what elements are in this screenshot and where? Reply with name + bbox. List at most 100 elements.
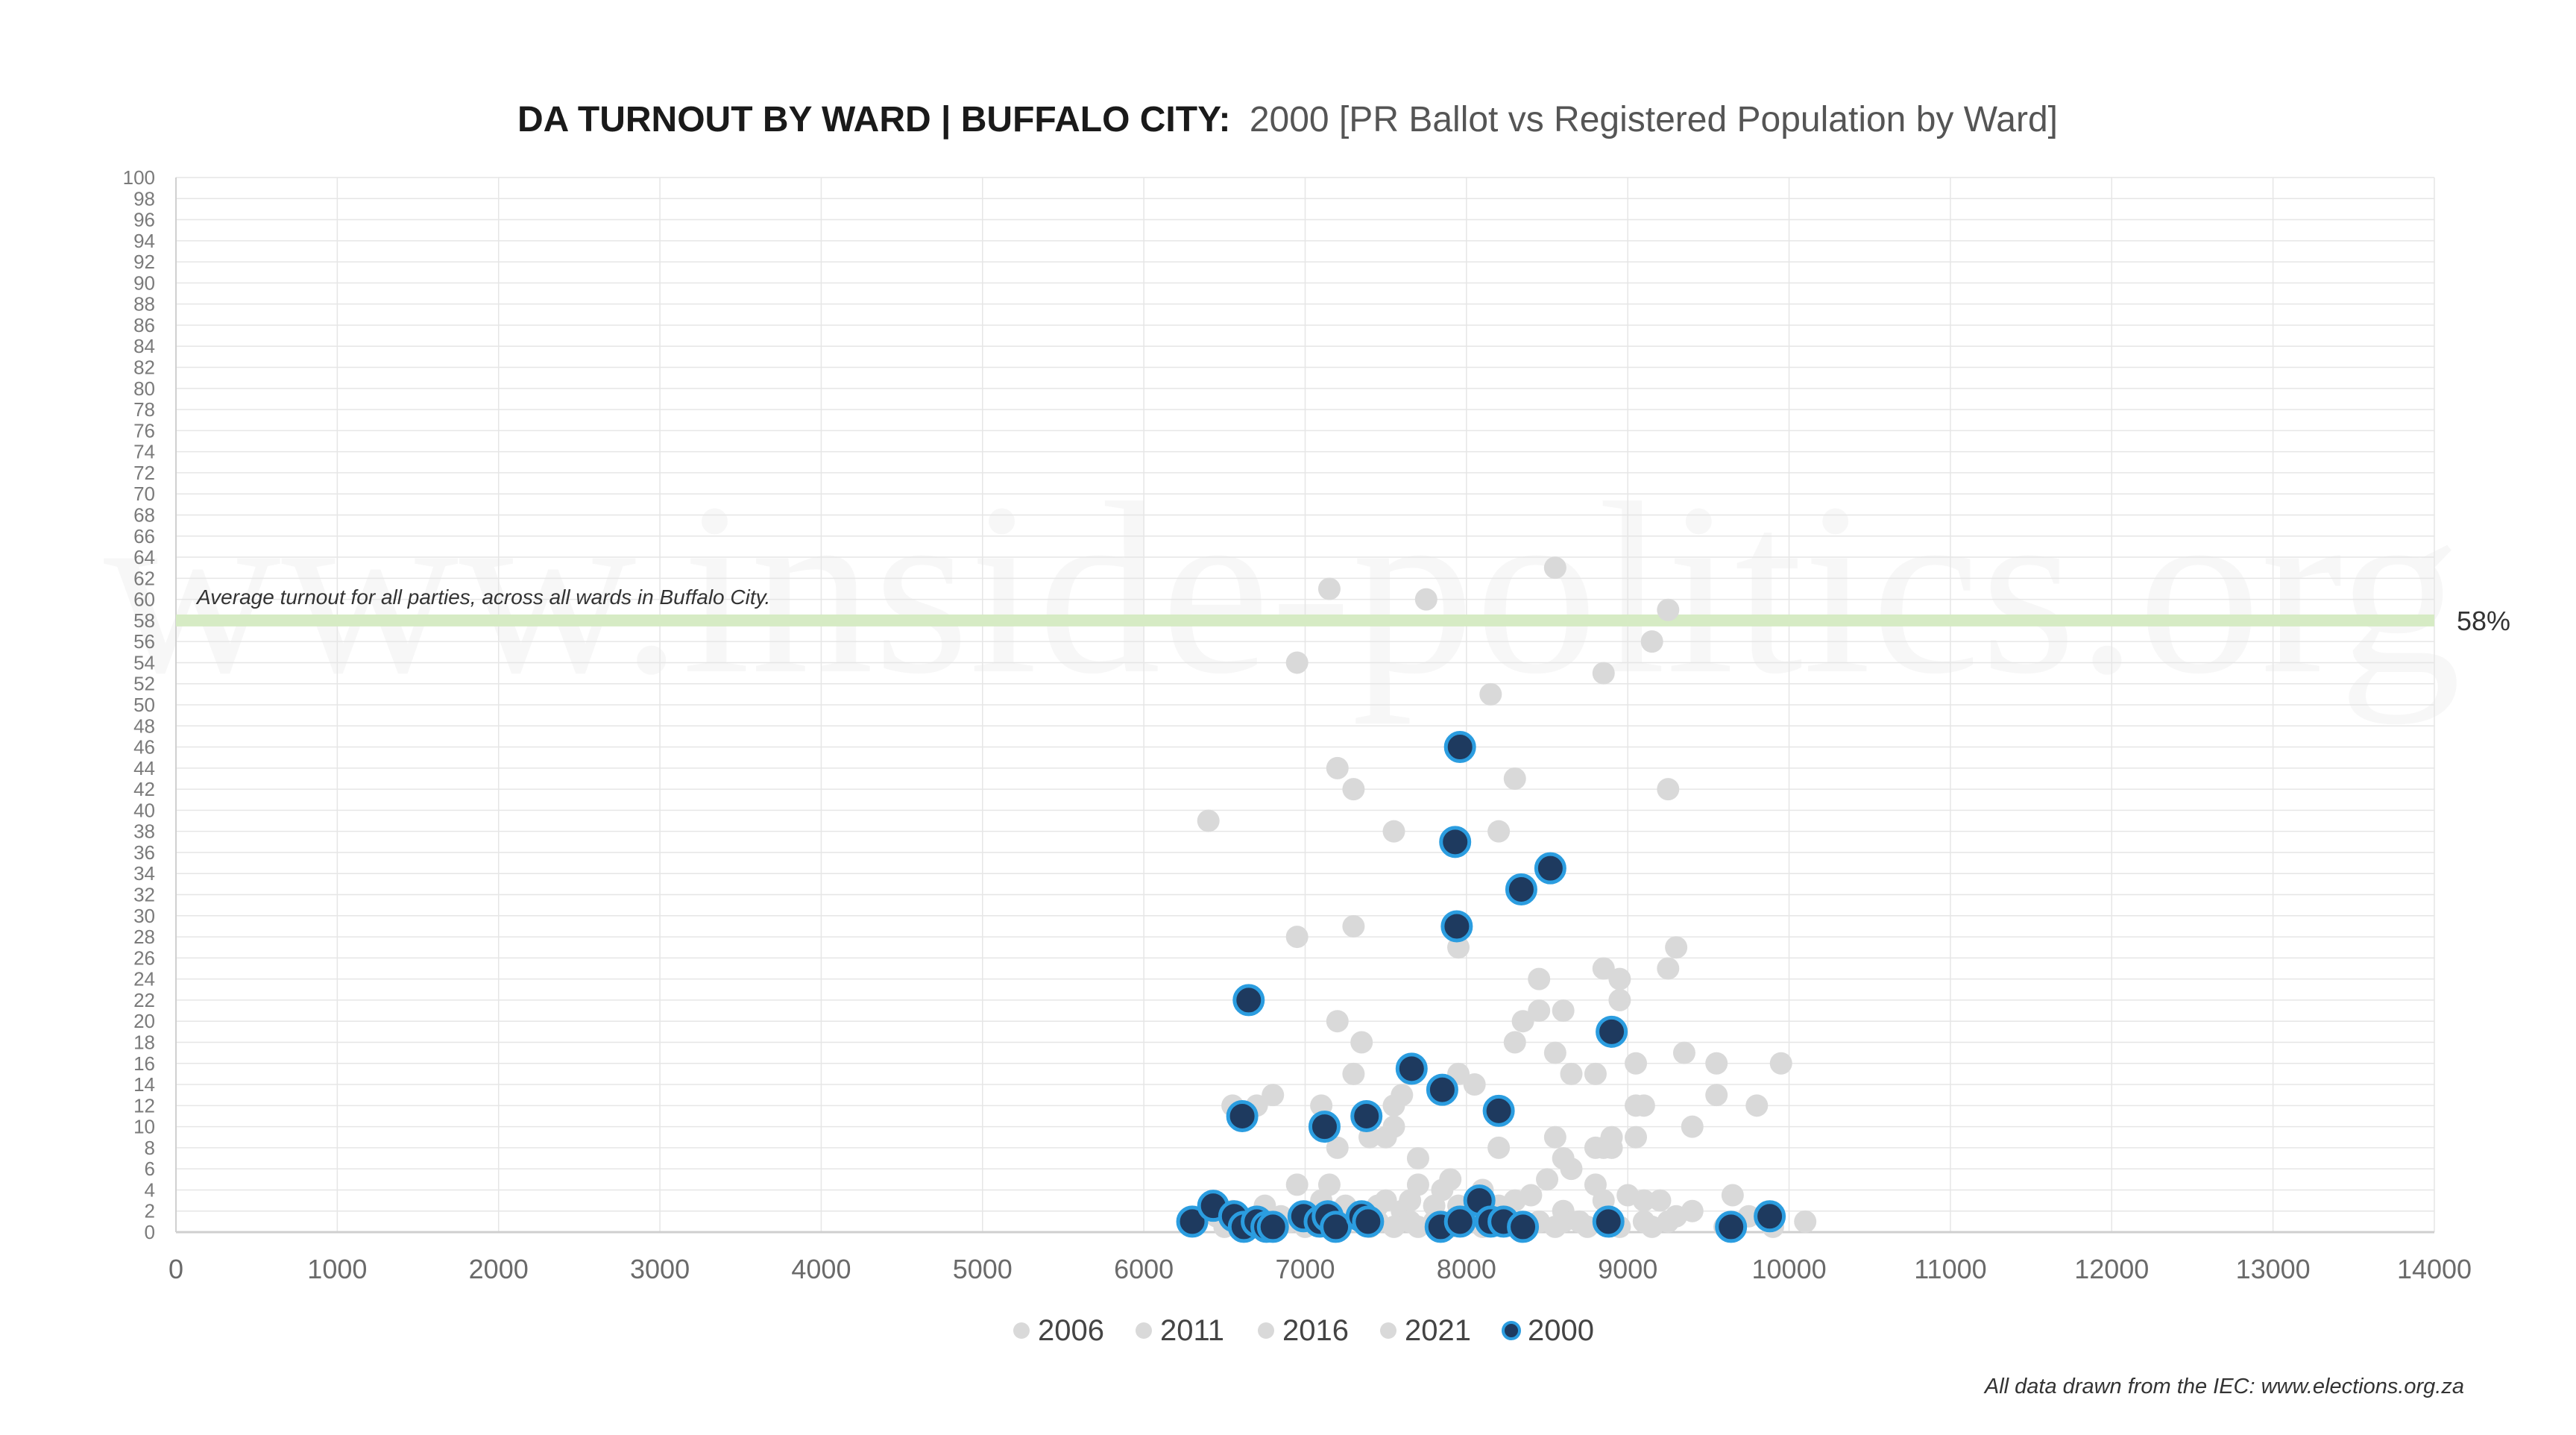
data-point-2011 (1382, 1094, 1405, 1117)
y-tick-label: 36 (133, 841, 155, 864)
data-point-2006 (1543, 556, 1566, 580)
y-tick-label: 58 (133, 609, 155, 632)
legend-label-2021: 2021 (1405, 1314, 1471, 1347)
legend-marker-2016 (1258, 1322, 1274, 1339)
data-point-2006 (1342, 914, 1365, 938)
y-tick-label: 40 (133, 799, 155, 821)
y-tick-label: 90 (133, 271, 155, 294)
y-tick-label: 42 (133, 778, 155, 800)
legend-item-2016: 2016 (1258, 1314, 1349, 1347)
y-tick-label: 84 (133, 335, 155, 357)
y-tick-label: 10 (133, 1116, 155, 1138)
data-point-2011 (1342, 1062, 1365, 1085)
x-tick-label: 13000 (2236, 1254, 2311, 1284)
data-point-2000 (1505, 873, 1537, 905)
y-tick-label: 22 (133, 989, 155, 1011)
data-point-2016 (1285, 1173, 1309, 1196)
data-point-2011 (1511, 1010, 1534, 1033)
data-point-2006 (1745, 1094, 1769, 1117)
data-point-2011 (1608, 988, 1631, 1011)
legend-marker-2011 (1136, 1322, 1152, 1339)
y-tick-label: 86 (133, 314, 155, 336)
data-point-2016 (1648, 1189, 1672, 1212)
data-point-2016 (1721, 1184, 1744, 1207)
y-tick-label: 4 (145, 1178, 155, 1201)
x-tick-label: 10000 (1752, 1254, 1827, 1284)
y-tick-label: 88 (133, 293, 155, 315)
data-point-2006 (1657, 778, 1680, 801)
data-point-2016 (1317, 1173, 1341, 1196)
data-point-2021 (1657, 1210, 1680, 1233)
legend-item-2006: 2006 (1013, 1314, 1104, 1347)
data-point-2006 (1665, 936, 1688, 959)
data-point-2000 (1596, 1015, 1628, 1048)
y-tick-label: 48 (133, 715, 155, 737)
data-point-2000 (1754, 1200, 1786, 1233)
y-tick-label: 78 (133, 398, 155, 421)
y-tick-label: 6 (145, 1158, 155, 1180)
data-point-2006 (1382, 820, 1405, 843)
data-point-2011 (1560, 1158, 1583, 1181)
data-point-2000 (1439, 826, 1472, 858)
x-tick-label: 11000 (1914, 1254, 1986, 1284)
legend: 2006 2011 2016 2021 2000 (1013, 1314, 1594, 1347)
data-point-2006 (1414, 588, 1437, 611)
data-point-2006 (1503, 767, 1526, 790)
y-tick-label: 32 (133, 884, 155, 906)
data-point-2006 (1640, 630, 1663, 653)
data-point-2006 (1705, 1084, 1728, 1107)
y-tick-label: 50 (133, 694, 155, 716)
data-point-2016 (1520, 1184, 1543, 1207)
data-point-2000 (1507, 1211, 1540, 1243)
data-point-2011 (1552, 999, 1575, 1023)
data-point-2000 (1440, 910, 1473, 943)
y-tick-label: 98 (133, 187, 155, 210)
x-tick-label: 8000 (1437, 1254, 1496, 1284)
data-point-2006 (1672, 1041, 1695, 1064)
y-tick-label: 64 (133, 546, 155, 568)
legend-marker-2021 (1380, 1322, 1396, 1339)
footnote: All data drawn from the IEC: www.electio… (1983, 1375, 2464, 1398)
x-tick-label: 7000 (1275, 1254, 1335, 1284)
data-point-2006 (1608, 967, 1631, 990)
y-tick-label: 68 (133, 503, 155, 526)
data-point-2011 (1625, 1125, 1648, 1149)
y-tick-label: 2 (145, 1200, 155, 1222)
x-tick-label: 5000 (953, 1254, 1013, 1284)
y-tick-label: 24 (133, 968, 155, 990)
data-point-2000 (1443, 731, 1476, 764)
x-tick-label: 4000 (791, 1254, 851, 1284)
y-tick-label: 12 (133, 1094, 155, 1117)
data-point-2006 (1769, 1052, 1792, 1075)
data-point-2000 (1352, 1205, 1385, 1238)
y-tick-label: 8 (145, 1137, 155, 1159)
y-tick-label: 14 (133, 1073, 155, 1096)
x-tick-label: 1000 (307, 1254, 367, 1284)
y-tick-label: 18 (133, 1031, 155, 1053)
y-tick-label: 20 (133, 1010, 155, 1032)
data-point-2011 (1326, 1010, 1349, 1033)
data-point-2011 (1350, 1031, 1373, 1054)
y-tick-label: 92 (133, 251, 155, 273)
data-point-2016 (1632, 1189, 1655, 1212)
data-point-2016 (1374, 1189, 1397, 1212)
legend-item-2000: 2000 (1502, 1314, 1594, 1347)
x-tick-label: 2000 (469, 1254, 529, 1284)
data-point-2000 (1395, 1052, 1428, 1085)
chart-title-main: DA TURNOUT BY WARD | BUFFALO CITY: (517, 100, 1230, 139)
data-point-2000 (1176, 1205, 1209, 1238)
data-point-2011 (1560, 1062, 1583, 1085)
data-point-2006 (1592, 662, 1615, 685)
legend-item-2011: 2011 (1136, 1314, 1224, 1347)
average-turnout-annotation: Average turnout for all parties, across … (195, 585, 770, 609)
legend-marker-2000 (1502, 1321, 1521, 1340)
data-point-2000 (1715, 1211, 1748, 1243)
x-tick-label: 3000 (630, 1254, 690, 1284)
series-2006 (1197, 556, 1792, 1117)
data-point-2000 (1482, 1094, 1515, 1127)
y-tick-label: 60 (133, 588, 155, 611)
y-tick-label: 76 (133, 419, 155, 442)
data-point-2006 (1657, 598, 1680, 621)
data-point-2006 (1479, 682, 1502, 706)
legend-item-2021: 2021 (1380, 1314, 1471, 1347)
